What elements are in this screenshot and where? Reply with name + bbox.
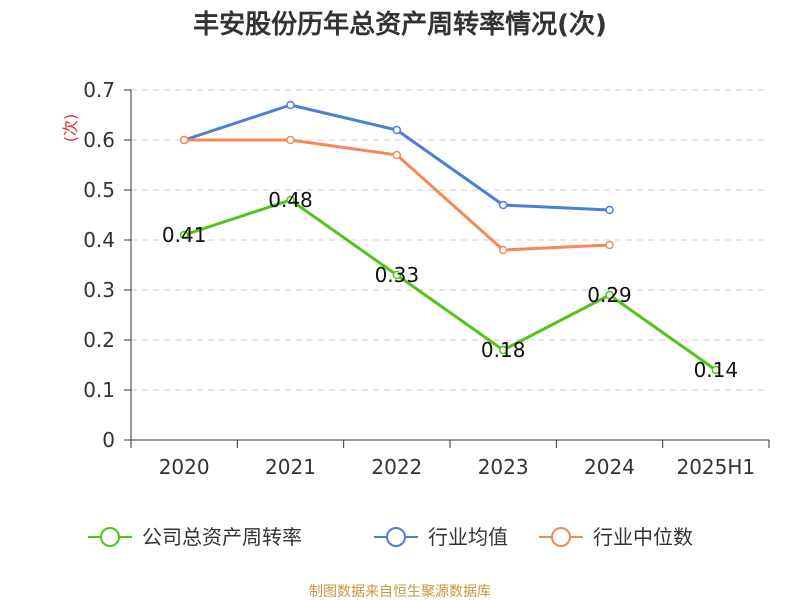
data-label: 0.18 <box>481 338 526 362</box>
data-label: 0.48 <box>268 188 313 212</box>
data-point <box>498 200 508 210</box>
data-point <box>392 150 402 160</box>
x-tick-label: 2022 <box>371 455 422 479</box>
data-point <box>179 135 189 145</box>
y-tick-label: 0.3 <box>83 278 115 302</box>
data-point <box>498 345 508 355</box>
y-axis-label: (次) <box>61 114 80 143</box>
data-point <box>179 230 189 240</box>
legend: 公司总资产周转率 行业均值 行业中位数 <box>88 525 693 549</box>
data-point <box>286 195 295 205</box>
legend-label: 行业中位数 <box>593 525 693 549</box>
data-point <box>711 365 721 375</box>
data-point <box>605 290 614 300</box>
data-point <box>392 270 402 280</box>
x-tick-label: 2020 <box>159 455 210 479</box>
legend-marker-circle <box>100 527 120 547</box>
legend-label: 行业均值 <box>428 525 508 549</box>
y-tick-label: 0.4 <box>83 228 115 252</box>
y-tick-label: 0.5 <box>83 178 115 202</box>
x-tick-label: 2024 <box>584 455 635 479</box>
grid-lines <box>131 89 769 391</box>
y-tick-label: 0.2 <box>83 328 115 352</box>
series-lines <box>179 100 721 375</box>
data-point <box>392 125 402 135</box>
y-tick-label: 0 <box>102 428 115 452</box>
data-label: 0.33 <box>375 263 420 287</box>
legend-marker-circle <box>551 527 571 547</box>
source-note: 制图数据来自恒生聚源数据库 <box>309 584 491 600</box>
series-line-0 <box>183 198 717 372</box>
data-label: 0.14 <box>694 358 739 382</box>
x-tick-label: 2021 <box>265 455 316 479</box>
x-tick-label: 2023 <box>478 455 529 479</box>
data-labels: 0.41 0.48 0.33 0.18 0.29 0.14 <box>162 188 738 382</box>
x-tick-label: 2025H1 <box>676 455 755 479</box>
y-tick-label: 0.1 <box>83 378 115 402</box>
legend-marker-circle <box>386 527 406 547</box>
y-tick-label: 0.7 <box>83 78 115 102</box>
y-tick-label: 0.6 <box>83 128 115 152</box>
data-point <box>286 135 295 145</box>
data-point <box>498 245 508 255</box>
data-label: 0.29 <box>587 283 632 307</box>
legend-label: 公司总资产周转率 <box>142 525 302 549</box>
data-point <box>286 100 295 110</box>
chart-title: 丰安股份历年总资产周转率情况(次) <box>193 9 607 40</box>
data-label: 0.41 <box>162 223 207 247</box>
data-point <box>605 205 614 215</box>
axes: 0 0.1 0.2 0.3 0.4 0.5 0.6 0.7 2020 2021 2022 2023 20… <box>83 78 770 479</box>
data-point <box>605 240 614 250</box>
